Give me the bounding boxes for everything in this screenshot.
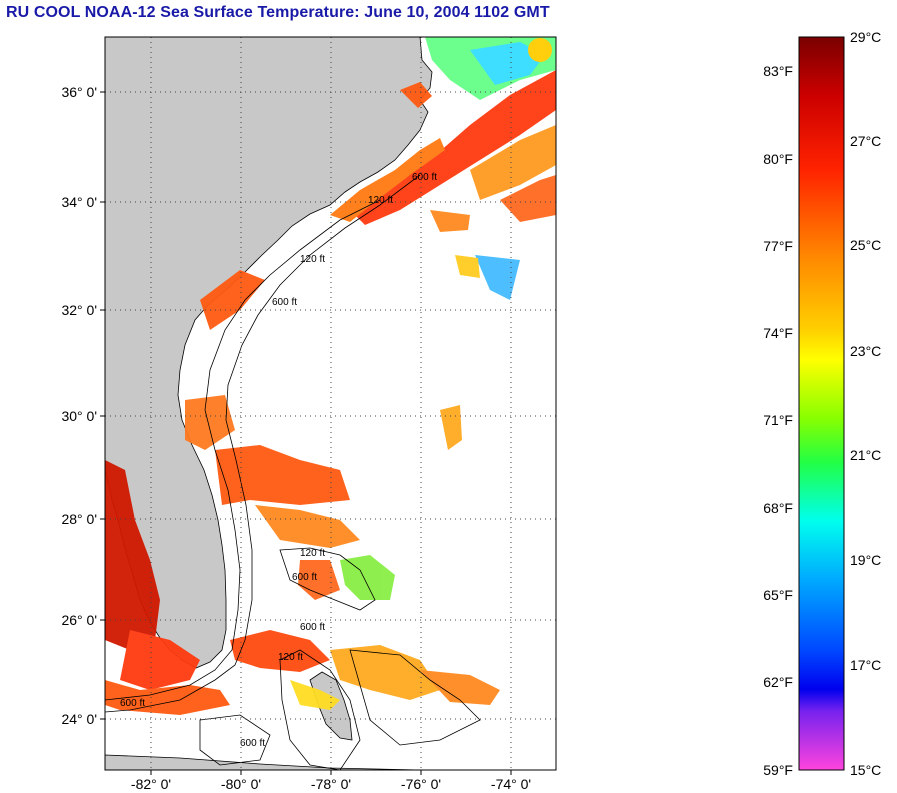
colorbar-c-label: 27°C [850, 133, 881, 149]
colorbar-c-label: 25°C [850, 237, 881, 253]
lat-label: 24° 0' [61, 711, 97, 727]
colorbar-f-label: 62°F [763, 674, 793, 690]
contour-label: 120 ft [300, 254, 325, 265]
axis-ticks [100, 91, 512, 775]
lon-label: -78° 0' [311, 776, 351, 792]
contour-label: 600 ft [292, 572, 317, 583]
contour-label-group: 120 ft 600 ft 120 ft 600 ft 120 ft 600 f… [120, 172, 437, 749]
lon-label: -74° 0' [491, 776, 531, 792]
sst-observations [105, 37, 556, 715]
colorbar-fahrenheit-labels: 83°F 80°F 77°F 74°F 71°F 68°F 65°F 62°F … [763, 63, 793, 778]
map-title: RU COOL NOAA-12 Sea Surface Temperature:… [6, 4, 550, 21]
lat-label: 32° 0' [61, 302, 97, 318]
colorbar-c-label: 17°C [850, 657, 881, 673]
colorbar [798, 36, 845, 771]
colorbar-c-label: 23°C [850, 343, 881, 359]
contour-label: 600 ft [272, 297, 297, 308]
contour-label: 120 ft [300, 548, 325, 559]
bathymetry-contours [105, 174, 481, 770]
contour-label: 600 ft [300, 622, 325, 633]
colorbar-c-label: 21°C [850, 447, 881, 463]
lat-label: 28° 0' [61, 511, 97, 527]
colorbar-f-label: 74°F [763, 325, 793, 341]
colorbar-f-label: 83°F [763, 63, 793, 79]
lon-label: -82° 0' [131, 776, 171, 792]
colorbar-f-label: 77°F [763, 238, 793, 254]
graticule [105, 37, 556, 770]
lat-label: 36° 0' [61, 84, 97, 100]
contour-label: 120 ft [278, 652, 303, 663]
colorbar-f-label: 80°F [763, 151, 793, 167]
latitude-labels: 36° 0' 34° 0' 32° 0' 30° 0' 28° 0' 26° 0… [61, 84, 97, 727]
lat-label: 26° 0' [61, 612, 97, 628]
colorbar-c-label: 29°C [850, 29, 881, 45]
colorbar-f-label: 59°F [763, 762, 793, 778]
longitude-labels: -82° 0' -80° 0' -78° 0' -76° 0' -74° 0' [131, 776, 531, 792]
contour-label: 120 ft [368, 195, 393, 206]
lon-label: -80° 0' [221, 776, 261, 792]
colorbar-f-label: 71°F [763, 412, 793, 428]
lon-label: -76° 0' [401, 776, 441, 792]
colorbar-f-label: 65°F [763, 587, 793, 603]
land-us-southeast [105, 37, 433, 669]
colorbar-f-label: 68°F [763, 500, 793, 516]
map-panel[interactable]: 120 ft 600 ft 120 ft 600 ft 120 ft 600 f… [105, 37, 556, 770]
lat-label: 34° 0' [61, 194, 97, 210]
colorbar-c-label: 19°C [850, 552, 881, 568]
colorbar-celsius-labels: 29°C 27°C 25°C 23°C 21°C 19°C 17°C 15°C [850, 29, 881, 778]
lat-label: 30° 0' [61, 408, 97, 424]
colorbar-c-label: 15°C [850, 762, 881, 778]
contour-label: 600 ft [120, 698, 145, 709]
contour-label: 600 ft [240, 738, 265, 749]
contour-label: 600 ft [412, 172, 437, 183]
